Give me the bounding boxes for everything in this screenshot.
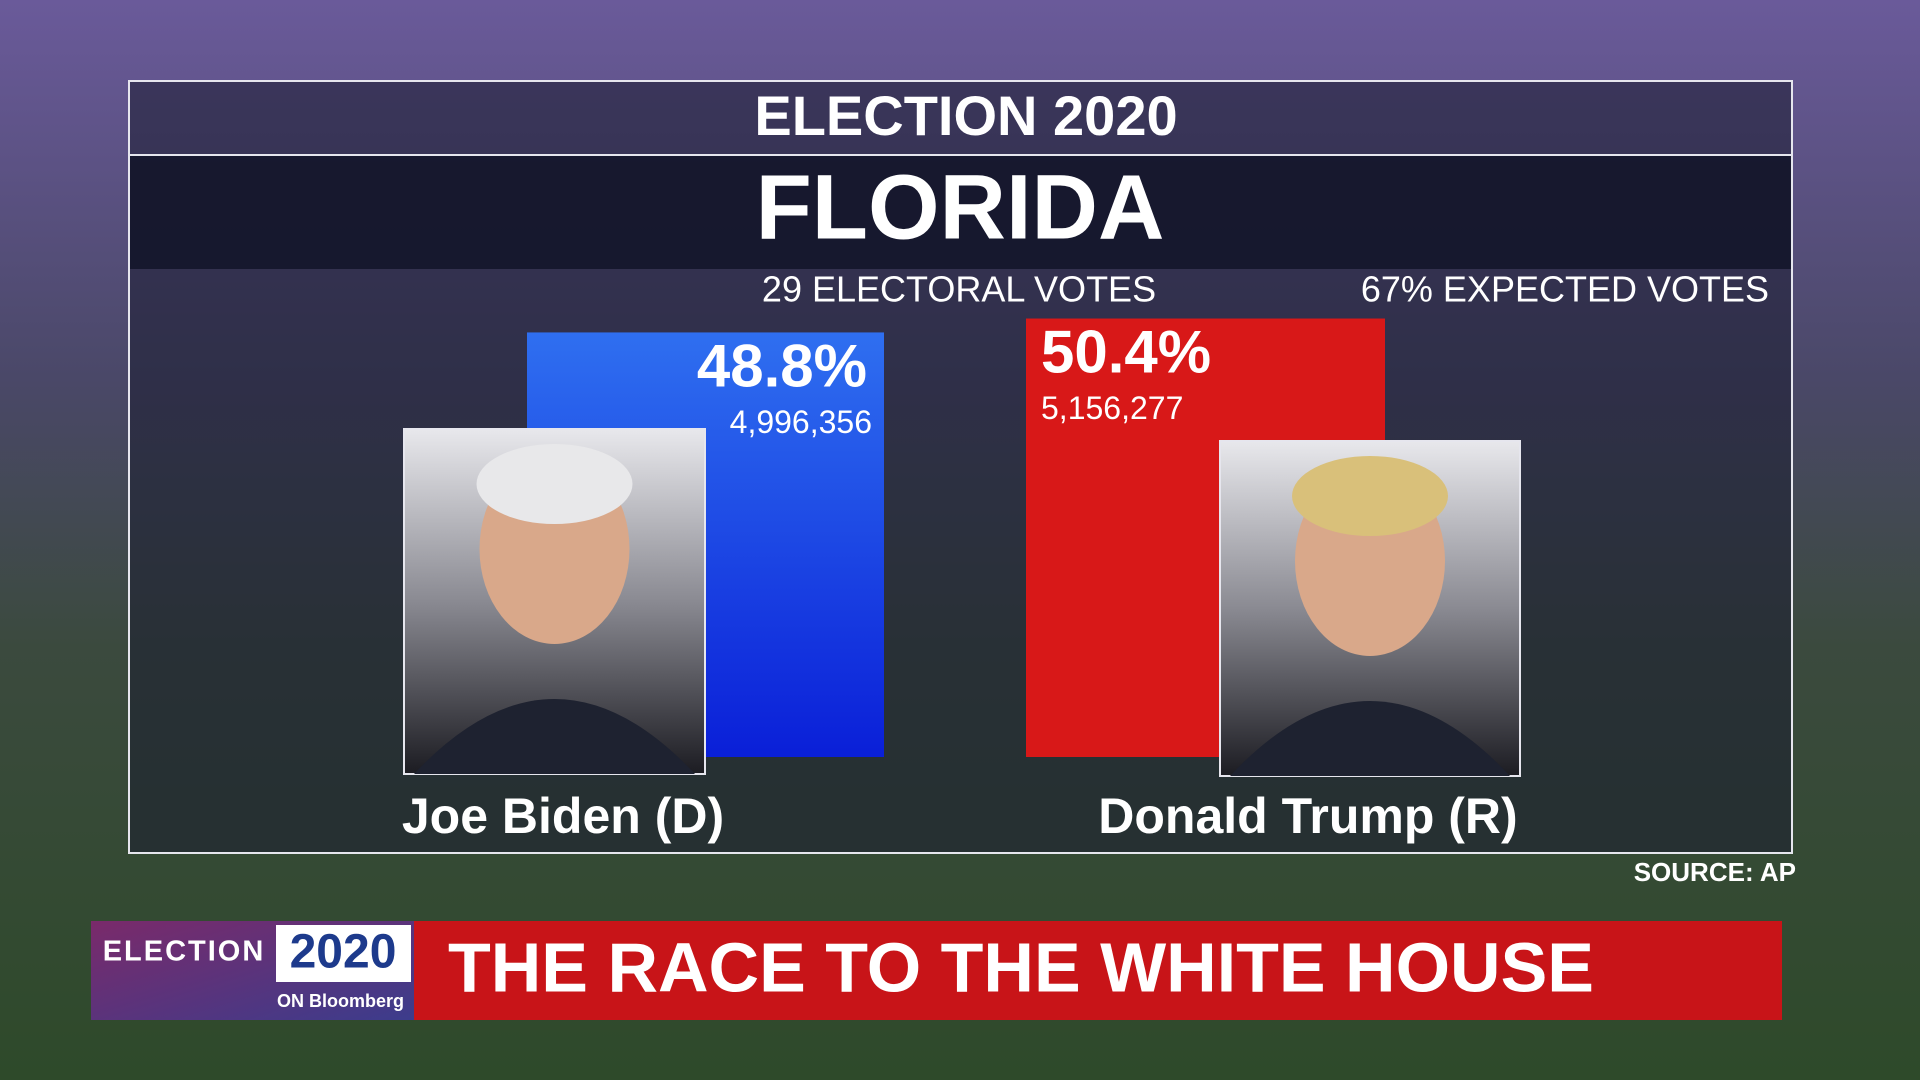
- portrait-hair: [476, 444, 633, 524]
- expected-votes: 67% EXPECTED VOTES: [1361, 269, 1769, 310]
- percent-label: 50.4%: [1041, 318, 1211, 385]
- title: ELECTION 2020: [754, 84, 1177, 147]
- logo-year: 2020: [290, 926, 397, 979]
- headline: THE RACE TO THE WHITE HOUSE: [448, 928, 1594, 1006]
- logo-year-box: [276, 925, 411, 982]
- portrait-suit: [1230, 701, 1510, 776]
- chart: 48.8% 4,996,356 Joe Biden (D) 50.4% 5,156,27…: [402, 318, 1521, 844]
- percent-label: 48.8%: [697, 332, 867, 399]
- logo-election: ELECTION: [103, 936, 266, 968]
- state: FLORIDA: [756, 156, 1165, 258]
- headline-bar: [414, 921, 1782, 1020]
- source: SOURCE: AP: [1634, 857, 1796, 887]
- portrait-hair: [1292, 456, 1448, 536]
- portrait-suit: [414, 699, 695, 774]
- votes-label: 4,996,356: [730, 404, 872, 440]
- candidate-name: Donald Trump (R): [1098, 788, 1517, 844]
- electoral-votes: 29 ELECTORAL VOTES: [762, 269, 1156, 310]
- candidate-name: Joe Biden (D): [402, 788, 724, 844]
- votes-label: 5,156,277: [1041, 390, 1183, 426]
- state-band: [130, 156, 1791, 269]
- logo-on: ON Bloomberg: [277, 991, 404, 1011]
